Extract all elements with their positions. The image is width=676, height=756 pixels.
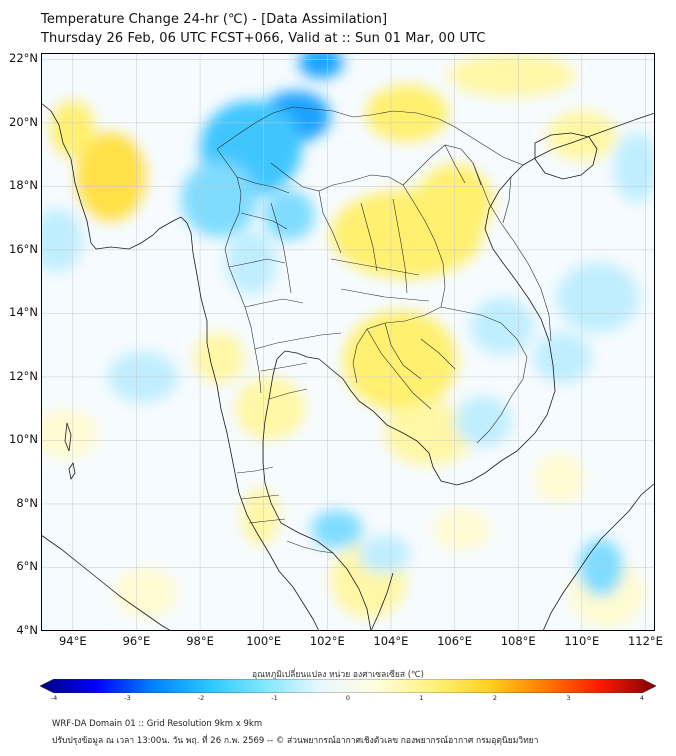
border-cambodia-vietnam	[440, 306, 528, 444]
anomaly-patch	[534, 332, 592, 384]
colorbar	[40, 679, 656, 693]
latitude-label: 10°N	[9, 432, 38, 447]
coastline-andaman-islands	[64, 422, 76, 481]
colorbar-tick-label: -3	[124, 694, 131, 702]
anomaly-patch	[365, 84, 449, 142]
longitude-label: 94°E	[58, 634, 87, 648]
latitude-label: 20°N	[9, 114, 38, 129]
colorbar-tick-label: 0	[345, 694, 351, 702]
coastlines	[41, 102, 655, 631]
chart-title: Temperature Change 24-hr (℃) - [Data Ass…	[41, 12, 388, 27]
latitude-label: 22°N	[9, 51, 38, 66]
border-china	[216, 106, 524, 166]
colorbar-title: อุณหภูมิเปลี่ยนแปลง หน่วย องศาเซลเซียส (…	[252, 670, 424, 680]
longitude-label: 112°E	[627, 634, 663, 648]
colorbar-tick-label: 3	[566, 694, 571, 702]
latitude-label: 12°N	[9, 368, 38, 383]
anomaly-patch	[448, 53, 576, 98]
border-cambodia-provinces	[366, 322, 456, 410]
graticule	[41, 53, 655, 631]
latitude-label: 14°N	[9, 305, 38, 320]
country-and-province-borders	[216, 106, 552, 554]
longitude-label: 98°E	[186, 634, 214, 648]
coastline-south-china	[522, 112, 655, 166]
colorbar-tick-label: -1	[271, 694, 278, 702]
temperature-anomaly-field	[41, 53, 655, 628]
colorbar-tick-label: 4	[639, 694, 645, 702]
latitude-label: 4°N	[16, 623, 38, 637]
border-thailand-cambodia	[352, 306, 442, 384]
anomaly-patch	[454, 395, 512, 447]
anomaly-patch	[241, 488, 280, 546]
colorbar-tick-label: 2	[492, 694, 498, 702]
longitude-label: 100°E	[246, 634, 282, 648]
border-provinces-south	[236, 466, 286, 524]
anomaly-patch	[470, 297, 535, 355]
temperature-change-map	[41, 53, 655, 631]
coastline-borneo	[542, 482, 655, 631]
map-border	[41, 53, 655, 631]
anomaly-patch	[114, 567, 178, 619]
longitude-label: 102°E	[309, 634, 345, 648]
anomaly-patch	[193, 332, 245, 384]
border-laos-vietnam	[402, 144, 552, 342]
colorbar-body	[40, 679, 656, 693]
chart-subtitle: Thursday 26 Feb, 06 UTC FCST+066, Valid …	[41, 31, 486, 46]
anomaly-patch	[180, 160, 258, 238]
longitude-label: 110°E	[564, 634, 600, 648]
longitude-label: 108°E	[500, 634, 536, 648]
anomaly-patch	[41, 208, 83, 273]
latitude-label: 18°N	[9, 178, 38, 193]
coastline-hainan	[534, 132, 598, 180]
anomaly-patch	[359, 535, 411, 574]
anomaly-patch	[75, 132, 146, 222]
coastline-indochina	[358, 164, 556, 486]
anomaly-patch	[235, 376, 306, 441]
latitude-label: 8°N	[16, 495, 38, 510]
border-thailand-myanmar	[216, 148, 262, 394]
anomaly-patch	[263, 189, 315, 241]
colorbar-tick-label: 1	[419, 694, 424, 702]
latitude-label: 16°N	[9, 241, 38, 256]
border-thailand-malaysia	[286, 540, 334, 554]
anomaly-patch	[311, 510, 363, 549]
border-provinces-central	[254, 332, 342, 400]
border-provinces-northeast	[318, 190, 430, 302]
longitude-label: 104°E	[373, 634, 409, 648]
anomaly-patch	[534, 453, 586, 504]
anomaly-patch	[384, 402, 474, 466]
colorbar-tick-label: -4	[50, 694, 58, 702]
coastline-sumatra	[41, 534, 172, 631]
coastline-peninsula-west	[180, 216, 320, 631]
footer-model-info: WRF-DA Domain 01 :: Grid Resolution 9km …	[52, 719, 263, 729]
anomaly-patch	[613, 132, 655, 203]
coastline-gulf-west	[262, 350, 372, 631]
anomaly-patch	[556, 262, 640, 333]
latitude-label: 6°N	[16, 559, 38, 574]
colorbar-tick-label: -2	[197, 694, 205, 702]
coastline-malaysia-east	[370, 572, 394, 631]
longitude-label: 96°E	[122, 634, 151, 648]
anomaly-patch	[432, 507, 490, 552]
border-provinces-north	[228, 176, 304, 308]
longitude-label: 106°E	[437, 634, 473, 648]
anomaly-patch	[41, 408, 99, 460]
border-vietnam-provinces	[444, 144, 512, 224]
coastline-gulf-north	[318, 358, 360, 402]
border-thailand-laos	[270, 162, 446, 308]
footer-credit: ปรับปรุงข้อมูล ณ เวลา 13:00น. วัน พฤ. ที…	[52, 736, 539, 746]
coastline-myanmar-west	[41, 102, 182, 250]
